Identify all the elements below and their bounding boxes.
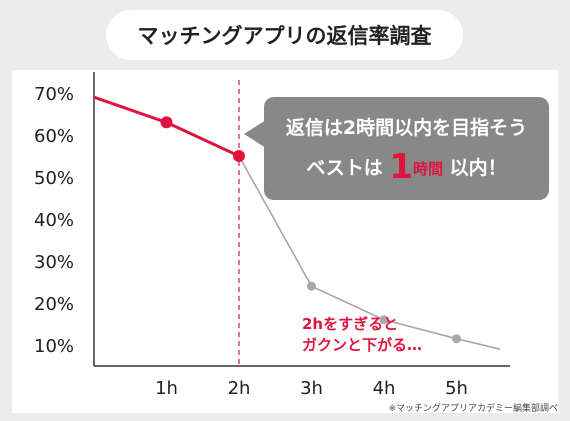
callout-tail [244,120,266,148]
y-tick-label: 40% [34,210,74,231]
y-axis-ticks: 70% 60% 50% 40% 30% 20% 10% [34,84,74,357]
callout-number: 1 [389,147,414,187]
y-tick-label: 60% [34,126,74,147]
data-point [233,150,245,162]
callout-prefix: ベストは [306,157,383,179]
x-tick-label: 5h [445,378,468,399]
annotation-line2: ガクンと下がる… [302,336,423,354]
y-tick-label: 50% [34,168,74,189]
data-point [307,281,316,291]
y-tick-label: 10% [34,336,74,357]
data-point [452,334,461,344]
x-tick-label: 2h [228,378,251,399]
callout-suffix: 以内！ [449,157,507,179]
callout-unit: 時間 [413,160,444,178]
callout-line2: ベストは 1時間 以内！ [264,147,549,187]
series-layer [93,95,501,350]
callout-box: 返信は2時間以内を目指そう ベストは 1時間 以内！ [264,97,549,200]
annotation-line1: 2hをすぎると [302,315,399,333]
callout-line1: 返信は2時間以内を目指そう [285,117,528,139]
drop-annotation: 2hをすぎると ガクンと下がる… [302,314,422,356]
y-tick-label: 20% [34,294,74,315]
x-tick-label: 4h [373,378,396,399]
source-note: ※マッチングアプリアカデミー編集部調べ [388,404,558,414]
x-tick-label: 3h [300,378,323,399]
chart-title: マッチングアプリの返信率調査 [106,10,463,60]
data-point [160,116,173,129]
y-tick-label: 30% [34,252,74,273]
y-tick-label: 70% [34,84,74,105]
x-axis-ticks: 1h 2h 3h 4h 5h [155,378,468,399]
x-tick-label: 1h [155,378,178,399]
data-point [379,315,389,325]
